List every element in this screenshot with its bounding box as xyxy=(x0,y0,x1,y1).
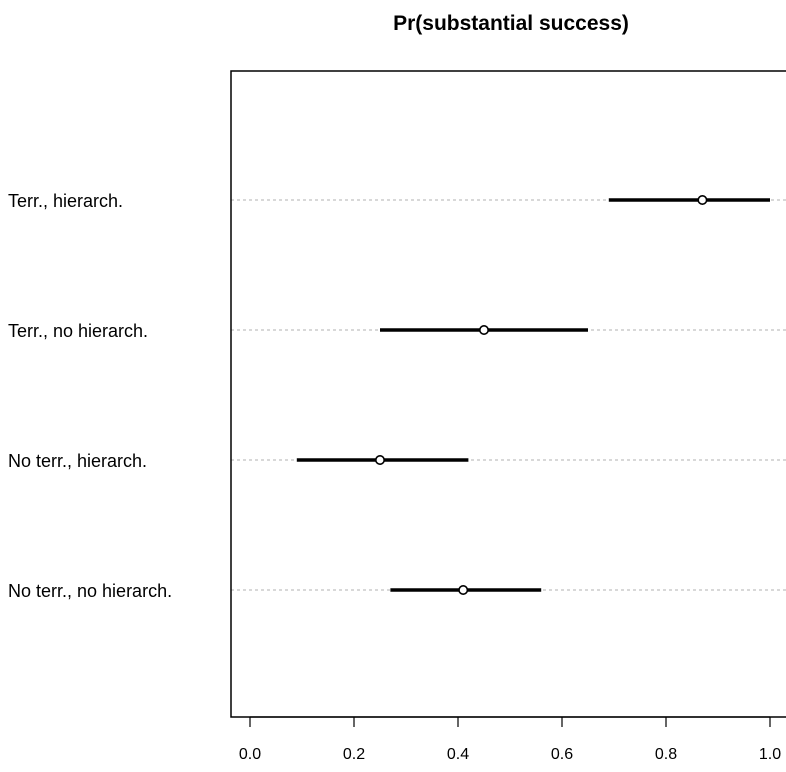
plot-frame xyxy=(230,70,786,718)
x-tick-label: 0.2 xyxy=(343,746,365,763)
x-tick-label: 1.0 xyxy=(759,746,781,763)
x-axis: 0.0 0.2 0.4 0.6 0.8 1.0 xyxy=(239,716,781,763)
grid-lines xyxy=(231,199,786,591)
x-tick-label: 0.0 xyxy=(239,746,261,763)
category-labels: Terr., hierarch. Terr., no hierarch. No te… xyxy=(8,191,172,601)
x-tick-label: 0.8 xyxy=(655,746,677,763)
points xyxy=(374,195,708,595)
point-estimate xyxy=(478,324,489,335)
x-tick-label: 0.6 xyxy=(551,746,573,763)
intervals xyxy=(296,198,770,592)
category-label: No terr., no hierarch. xyxy=(8,581,172,601)
category-label: Terr., hierarch. xyxy=(8,191,123,211)
chart-title: Pr(substantial success) xyxy=(393,12,629,35)
x-tick-label: 0.4 xyxy=(447,746,469,763)
point-estimate xyxy=(458,584,469,595)
category-label: No terr., hierarch. xyxy=(8,451,147,471)
point-estimate xyxy=(374,454,385,465)
category-label: Terr., no hierarch. xyxy=(8,321,148,341)
point-estimate xyxy=(697,195,708,206)
